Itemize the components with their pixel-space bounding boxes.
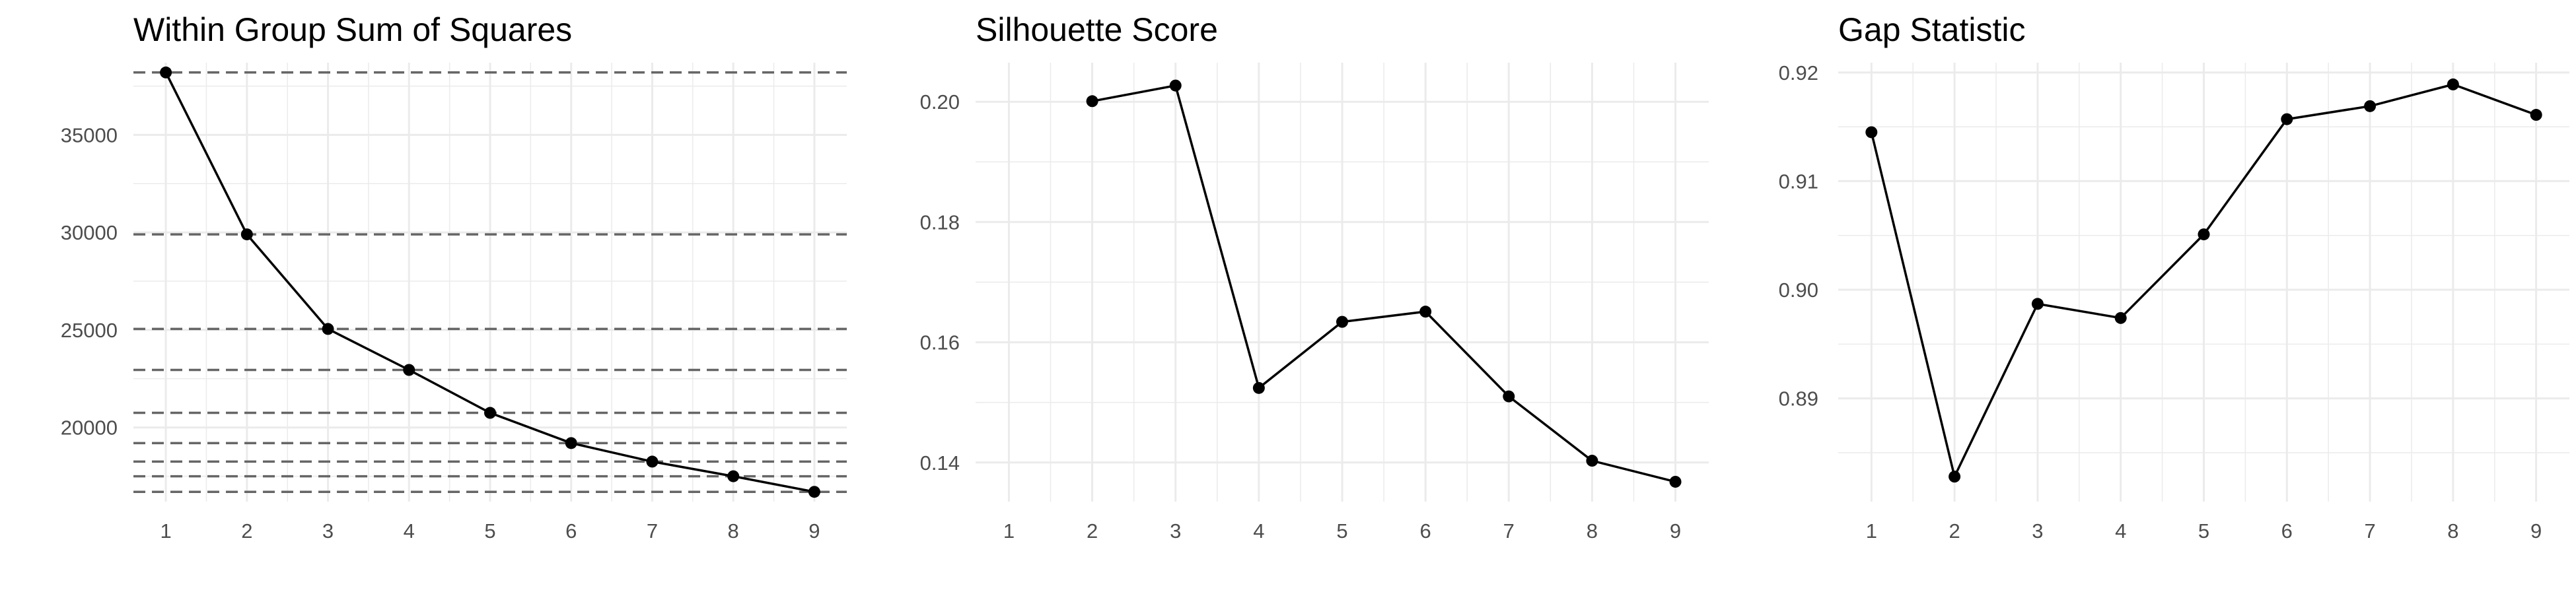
silhouette-x-tick-label: 4 xyxy=(1253,519,1264,543)
gap-data-point xyxy=(2530,109,2542,121)
gap-y-tick-label: 0.91 xyxy=(1779,170,1818,193)
gap-chart-title: Gap Statistic xyxy=(1838,11,2025,48)
wss-data-point xyxy=(565,437,577,449)
wss-data-point xyxy=(322,323,334,335)
silhouette-x-tick-label: 5 xyxy=(1336,519,1347,543)
wss-data-point xyxy=(484,407,496,419)
gap-y-tick-label: 0.90 xyxy=(1779,279,1818,302)
wss-x-tick-label: 6 xyxy=(565,519,577,543)
silhouette-y-tick-label: 0.18 xyxy=(920,211,960,234)
gap-x-tick-label: 9 xyxy=(2530,519,2542,543)
silhouette-data-point xyxy=(1503,390,1515,403)
gap-x-tick-label: 1 xyxy=(1866,519,1877,543)
gap-data-point xyxy=(1865,126,1878,139)
wss-x-tick-label: 5 xyxy=(484,519,495,543)
silhouette-data-point xyxy=(1586,455,1598,467)
gap-x-tick-label: 6 xyxy=(2281,519,2293,543)
wss-x-tick-label: 9 xyxy=(808,519,820,543)
gap-data-point xyxy=(2281,113,2293,125)
silhouette-data-point xyxy=(1252,381,1265,394)
wss-x-tick-label: 1 xyxy=(160,519,171,543)
gap-x-tick-label: 8 xyxy=(2447,519,2458,543)
silhouette-data-point xyxy=(1169,79,1182,92)
wss-data-point xyxy=(646,455,659,468)
silhouette-data-point xyxy=(1336,315,1348,328)
silhouette-y-tick-label: 0.16 xyxy=(920,331,960,354)
silhouette-x-tick-label: 2 xyxy=(1087,519,1098,543)
gap-x-tick-label: 2 xyxy=(1949,519,1960,543)
silhouette-x-tick-label: 9 xyxy=(1670,519,1681,543)
wss-x-tick-label: 2 xyxy=(241,519,252,543)
gap-data-point xyxy=(2364,100,2377,112)
gap-data-point xyxy=(2114,312,2127,324)
gap-x-tick-label: 3 xyxy=(2032,519,2043,543)
silhouette-x-tick-label: 1 xyxy=(1003,519,1015,543)
gap-y-tick-label: 0.92 xyxy=(1779,61,1818,84)
wss-data-point xyxy=(727,470,740,482)
silhouette-x-tick-label: 6 xyxy=(1420,519,1431,543)
wss-y-tick-label: 30000 xyxy=(61,221,118,244)
panel-wss: Within Group Sum of Squares 1 2 3 4 5 6 7 8 9 200… xyxy=(61,11,847,543)
gap-data-point xyxy=(2447,78,2459,90)
wss-x-tick-label: 8 xyxy=(728,519,739,543)
panel-gap: Gap Statistic 1 2 3 4 5 6 7 8 9 0.89 0.90 0.91 0.92 xyxy=(1779,11,2569,543)
wss-y-tick-label: 35000 xyxy=(61,123,118,147)
silhouette-y-tick-label: 0.20 xyxy=(920,90,960,114)
silhouette-y-tick-label: 0.14 xyxy=(920,451,960,475)
silhouette-data-point xyxy=(1086,95,1098,108)
wss-y-tick-label: 20000 xyxy=(61,416,118,440)
wss-x-tick-label: 3 xyxy=(322,519,334,543)
wss-data-point xyxy=(240,228,253,241)
wss-x-tick-label: 4 xyxy=(404,519,415,543)
gap-data-point xyxy=(2198,228,2210,241)
gap-data-point xyxy=(1949,471,1961,483)
wss-data-point xyxy=(808,486,820,498)
silhouette-chart-title: Silhouette Score xyxy=(976,11,1218,48)
gap-x-tick-label: 4 xyxy=(2115,519,2126,543)
silhouette-data-point xyxy=(1669,475,1682,488)
silhouette-x-tick-label: 3 xyxy=(1170,519,1181,543)
wss-data-point xyxy=(160,66,172,79)
gap-y-tick-label: 0.89 xyxy=(1779,387,1818,411)
wss-y-tick-label: 25000 xyxy=(61,319,118,342)
panel-silhouette: Silhouette Score 1 2 3 4 5 6 7 8 9 0.14 0.16 0.18 0.… xyxy=(920,11,1709,543)
wss-data-point xyxy=(403,364,415,376)
silhouette-data-point xyxy=(1419,306,1432,318)
gap-x-tick-label: 5 xyxy=(2198,519,2209,543)
wss-chart-title: Within Group Sum of Squares xyxy=(133,11,572,48)
silhouette-x-tick-label: 8 xyxy=(1587,519,1598,543)
gap-data-point xyxy=(2031,298,2044,310)
silhouette-series-line xyxy=(1092,84,1676,483)
gap-x-tick-label: 7 xyxy=(2364,519,2375,543)
silhouette-x-tick-label: 7 xyxy=(1503,519,1515,543)
wss-x-tick-label: 7 xyxy=(647,519,658,543)
